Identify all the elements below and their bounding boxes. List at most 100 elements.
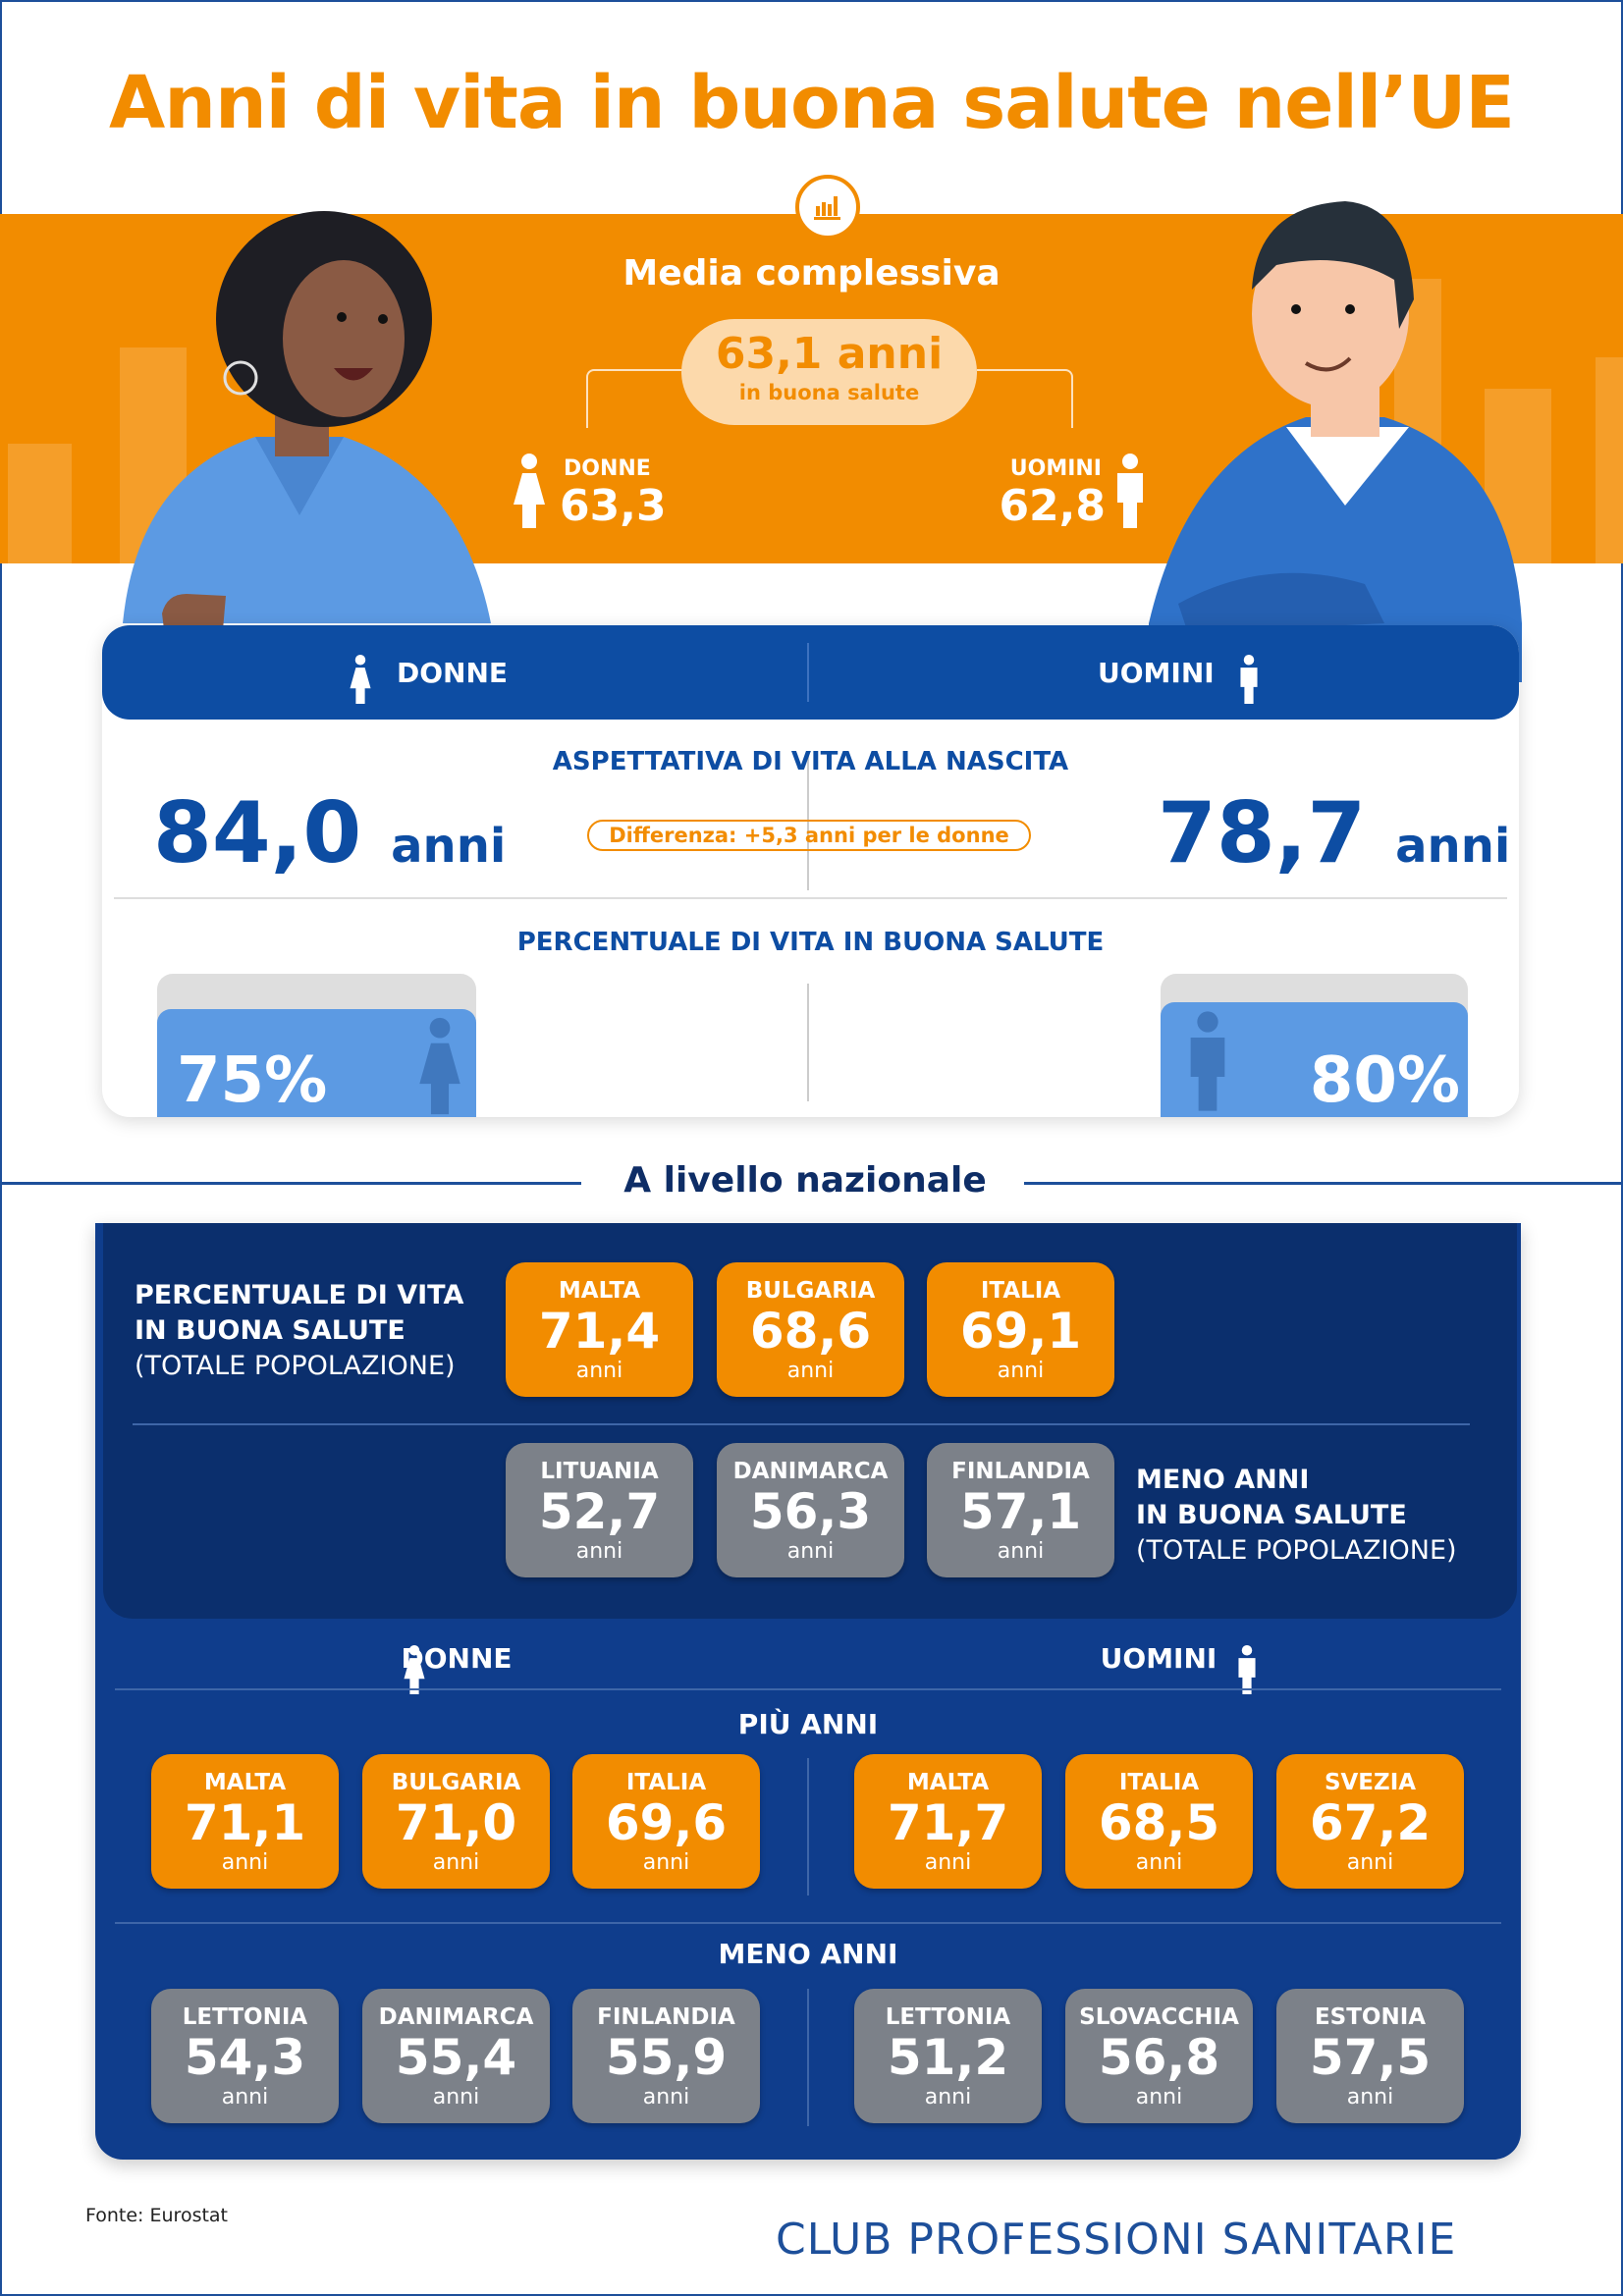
men-value: 62,8 [999,481,1106,531]
connector-line [586,369,682,428]
country-box-slovacchia: SLOVACCHIA 56,8 anni [1065,1989,1253,2123]
country-box-bulgaria: BULGARIA 71,0 anni [362,1754,550,1889]
country-box-malta: MALTA 71,7 anni [854,1754,1042,1889]
label-line: IN BUONA SALUTE [135,1315,406,1346]
country-country: LITUANIA [540,1459,659,1484]
country-unit: anni [432,1850,480,1875]
separator [133,1423,1470,1425]
card-women-header: DONNE [397,657,509,689]
overall-value-pill: 63,1 anni in buona salute [681,319,977,425]
country-value: 57,1 [959,1483,1082,1540]
country-unit: anni [997,1539,1045,1564]
woman-illustration [123,211,491,653]
country-country: MALTA [558,1278,641,1304]
country-country: FINLANDIA [597,2004,735,2030]
men-label: UOMINI [1100,1642,1217,1675]
less-years-title: MENO ANNI [718,1938,898,1970]
card-men-header: UOMINI [1098,657,1215,689]
country-country: MALTA [203,1770,287,1795]
men-pct-label: 80% [1309,1044,1460,1117]
comparison-card: DONNE UOMINI ASPETTATIVA DI VITA ALLA NA… [102,625,1519,1117]
life-expectancy-title: ASPETTATIVA DI VITA ALLA NASCITA [552,747,1069,776]
woman-icon [350,655,371,704]
country-country: ITALIA [980,1278,1061,1304]
country-country: DANIMARCA [732,1459,889,1484]
country-unit: anni [642,2085,690,2109]
country-unit: anni [786,1539,835,1564]
woman-icon [419,1017,460,1115]
country-country: DANIMARCA [378,2004,534,2030]
country-unit: anni [432,2085,480,2109]
country-value: 51,2 [887,2029,1009,2086]
page-title: Anni di vita in buona salute nell’UE [109,61,1515,145]
country-box-svezia: SVEZIA 67,2 anni [1276,1754,1464,1889]
country-unit: anni [1135,2085,1183,2109]
overall-label: Media complessiva [622,253,1001,294]
country-unit: anni [575,1359,623,1383]
country-box-finlandia: FINLANDIA 55,9 anni [572,1989,760,2123]
country-value: 69,6 [605,1794,728,1851]
header-divider [807,643,809,702]
center-divider [807,984,809,1101]
country-unit: anni [1346,2085,1394,2109]
country-value: 68,5 [1098,1794,1220,1851]
country-value: 68,6 [749,1303,872,1360]
country-unit: anni [997,1359,1045,1383]
country-country: SLOVACCHIA [1079,2004,1239,2030]
healthy-pct-title: PERCENTUALE DI VITA IN BUONA SALUTE [516,928,1105,957]
men-pct-track: 80% [1161,974,1468,1117]
country-country: MALTA [906,1770,990,1795]
country-value: 54,3 [184,2029,306,2086]
women-label: DONNE [564,456,651,481]
country-box-bulgaria: BULGARIA 68,6 anni [717,1262,904,1397]
women-life-expectancy: 84,0 anni [153,784,506,882]
country-box-italia: ITALIA 69,1 anni [927,1262,1114,1397]
center-divider [807,1758,809,1896]
country-box-italia: ITALIA 68,5 anni [1065,1754,1253,1889]
women-pct-bar: 75% [157,1009,476,1117]
country-box-italia: ITALIA 69,6 anni [572,1754,760,1889]
difference-badge: Differenza: +5,3 anni per le donne [587,820,1031,851]
men-life-value: 78,7 [1158,784,1367,882]
more-years-title: PIÙ ANNI [737,1708,879,1740]
men-life-expectancy: 78,7 anni [1158,784,1510,882]
background-bar [1596,357,1623,563]
country-box-malta: MALTA 71,1 anni [151,1754,339,1889]
man-icon [1240,655,1258,704]
source-note: Fonte: Eurostat [85,2205,229,2226]
country-value: 71,7 [887,1794,1009,1851]
label-line: (TOTALE POPOLAZIONE) [135,1351,456,1381]
man-icon [1238,1645,1256,1694]
national-panel: PERCENTUALE DI VITA IN BUONA SALUTE (TOT… [95,1223,1521,2160]
country-unit: anni [786,1359,835,1383]
country-unit: anni [924,2085,972,2109]
country-unit: anni [924,1850,972,1875]
label-line: (TOTALE POPOLAZIONE) [1136,1535,1457,1566]
woman-icon [514,454,545,528]
national-title: A livello nazionale [623,1160,987,1201]
country-unit: anni [1135,1850,1183,1875]
country-unit: anni [642,1850,690,1875]
overall-value-sub: in buona salute [738,381,920,404]
women-value: 63,3 [560,481,667,531]
country-country: BULGARIA [745,1278,876,1304]
country-value: 69,1 [959,1303,1082,1360]
women-pct-label: 75% [177,1044,328,1117]
country-box-lituania: LITUANIA 52,7 anni [506,1443,693,1577]
unit-label: anni [391,819,507,874]
label-line: PERCENTUALE DI VITA [135,1280,464,1310]
country-unit: anni [221,1850,269,1875]
country-value: 52,7 [538,1483,661,1540]
man-illustration [1149,201,1522,682]
country-box-finlandia: FINLANDIA 57,1 anni [927,1443,1114,1577]
country-country: SVEZIA [1324,1770,1417,1795]
country-unit: anni [575,1539,623,1564]
most-years-label: PERCENTUALE DI VITA IN BUONA SALUTE (TOT… [135,1278,463,1384]
connector-line [977,369,1073,428]
men-pct-bar: 80% [1161,1002,1468,1117]
country-country: BULGARIA [391,1770,521,1795]
country-country: LETTONIA [885,2004,1011,2030]
label-line: IN BUONA SALUTE [1136,1500,1407,1530]
men-label: UOMINI [1009,456,1102,481]
